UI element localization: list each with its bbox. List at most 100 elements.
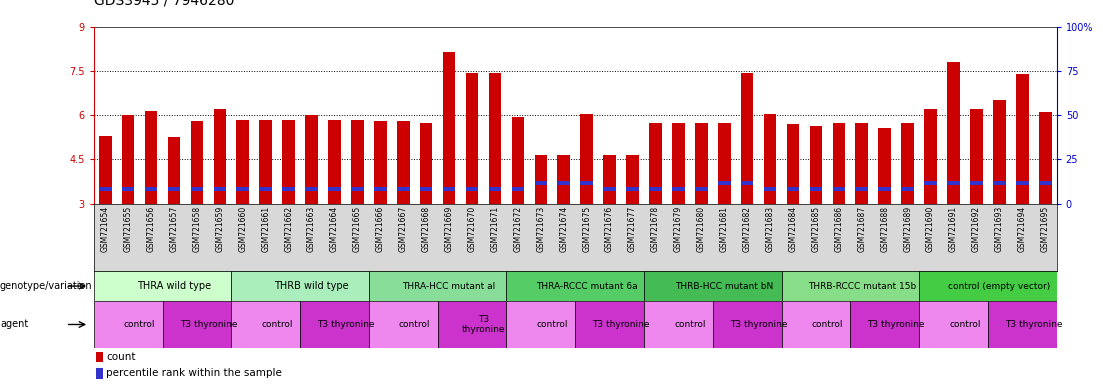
Text: T3 thyronine: T3 thyronine: [867, 320, 925, 329]
Bar: [191, 187, 203, 190]
Bar: [919, 301, 988, 348]
Bar: [438, 301, 506, 348]
Text: GSM721683: GSM721683: [765, 205, 774, 252]
Bar: [856, 187, 868, 190]
Bar: [763, 187, 777, 190]
Bar: [856, 122, 868, 204]
Bar: [833, 122, 845, 204]
Bar: [397, 121, 409, 204]
Bar: [650, 187, 662, 190]
Text: control (empty vector): control (empty vector): [949, 281, 1050, 291]
Bar: [878, 187, 891, 190]
Text: GSM721693: GSM721693: [995, 205, 1004, 252]
Text: GSM721667: GSM721667: [399, 205, 408, 252]
Text: GSM721690: GSM721690: [927, 205, 935, 252]
Bar: [94, 271, 232, 301]
Bar: [718, 122, 730, 204]
Bar: [971, 109, 983, 204]
Bar: [603, 155, 615, 204]
Bar: [191, 121, 203, 204]
Text: control: control: [399, 320, 430, 329]
Text: GSM721684: GSM721684: [789, 205, 797, 252]
Bar: [627, 187, 639, 190]
Bar: [99, 136, 111, 204]
Bar: [919, 271, 1057, 301]
Bar: [603, 187, 615, 190]
Bar: [644, 271, 782, 301]
Text: THRA-HCC mutant al: THRA-HCC mutant al: [403, 281, 495, 291]
Text: GSM721674: GSM721674: [559, 205, 568, 252]
Text: GSM721655: GSM721655: [124, 205, 132, 252]
Bar: [786, 124, 800, 204]
Text: THRB-RCCC mutant 15b: THRB-RCCC mutant 15b: [807, 281, 915, 291]
Bar: [489, 187, 501, 190]
Text: GSM721662: GSM721662: [285, 205, 293, 252]
Text: THRA wild type: THRA wild type: [137, 281, 211, 291]
Bar: [282, 187, 295, 190]
Bar: [162, 301, 232, 348]
Text: GSM721672: GSM721672: [513, 205, 523, 252]
Bar: [763, 114, 777, 204]
Bar: [368, 271, 506, 301]
Text: control: control: [261, 320, 293, 329]
Bar: [850, 301, 919, 348]
Text: GDS3945 / 7946280: GDS3945 / 7946280: [94, 0, 234, 8]
Bar: [993, 101, 1006, 204]
Text: GSM721670: GSM721670: [468, 205, 476, 252]
Text: GSM721654: GSM721654: [100, 205, 109, 252]
Text: GSM721680: GSM721680: [697, 205, 706, 252]
Bar: [993, 181, 1006, 185]
Text: GSM721676: GSM721676: [606, 205, 614, 252]
Text: GSM721678: GSM721678: [651, 205, 660, 252]
Bar: [489, 73, 501, 204]
Bar: [833, 187, 845, 190]
Bar: [329, 187, 341, 190]
Text: GSM721658: GSM721658: [192, 205, 202, 252]
Text: T3
thyronine: T3 thyronine: [462, 315, 505, 334]
Text: GSM721659: GSM721659: [215, 205, 224, 252]
Text: GSM721661: GSM721661: [261, 205, 270, 252]
Bar: [374, 187, 387, 190]
Bar: [121, 187, 135, 190]
Bar: [947, 181, 960, 185]
Text: GSM721688: GSM721688: [880, 205, 889, 252]
Bar: [94, 301, 162, 348]
Text: T3 thyronine: T3 thyronine: [1005, 320, 1062, 329]
Bar: [368, 301, 438, 348]
Bar: [878, 128, 891, 204]
Bar: [947, 62, 960, 204]
Bar: [214, 187, 226, 190]
Text: GSM721665: GSM721665: [353, 205, 362, 252]
Bar: [924, 109, 936, 204]
Bar: [144, 187, 158, 190]
Bar: [786, 187, 800, 190]
Text: GSM721681: GSM721681: [720, 205, 729, 252]
Bar: [99, 187, 111, 190]
Bar: [741, 73, 753, 204]
Bar: [168, 137, 180, 204]
Bar: [232, 271, 368, 301]
Text: control: control: [536, 320, 568, 329]
Bar: [782, 301, 850, 348]
Bar: [924, 181, 936, 185]
Bar: [557, 181, 570, 185]
Text: GSM721668: GSM721668: [421, 205, 430, 252]
Text: GSM721671: GSM721671: [491, 205, 500, 252]
Bar: [351, 120, 364, 204]
Bar: [988, 301, 1057, 348]
Bar: [512, 117, 524, 204]
Bar: [259, 120, 272, 204]
Bar: [718, 181, 730, 185]
Bar: [810, 187, 822, 190]
Text: GSM721685: GSM721685: [812, 205, 821, 252]
Bar: [442, 52, 456, 204]
Bar: [465, 73, 479, 204]
Text: GSM721663: GSM721663: [307, 205, 317, 252]
Bar: [397, 187, 409, 190]
Text: GSM721673: GSM721673: [536, 205, 545, 252]
Bar: [535, 155, 547, 204]
Bar: [672, 187, 685, 190]
Text: GSM721677: GSM721677: [628, 205, 638, 252]
Bar: [1016, 181, 1029, 185]
Text: GSM721664: GSM721664: [330, 205, 339, 252]
